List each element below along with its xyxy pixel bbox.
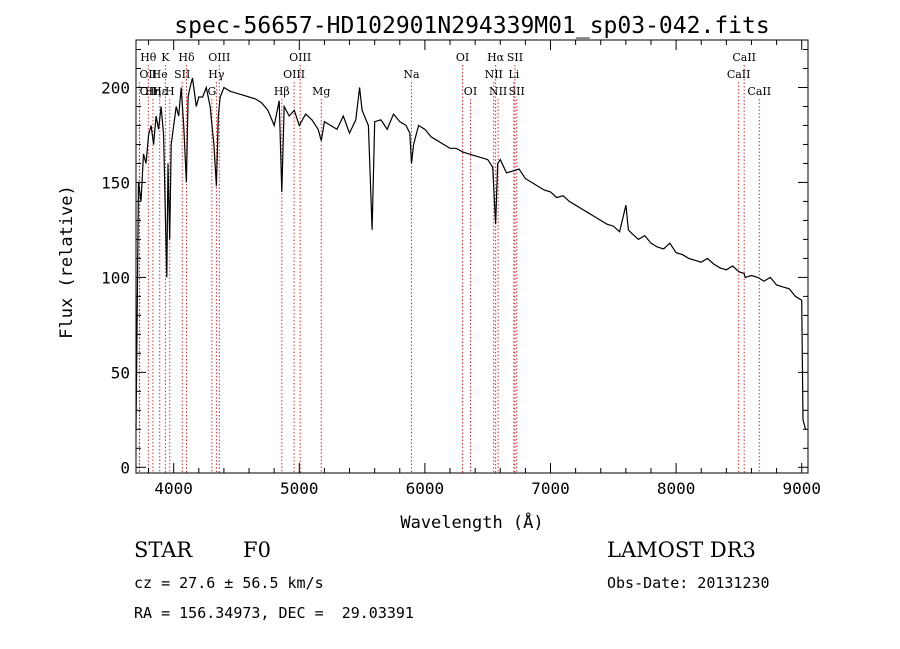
- spectral-line-label: Hβ: [274, 85, 290, 98]
- spectral-line-label: Hε: [152, 85, 168, 98]
- spectral-line-label: OI: [464, 85, 477, 98]
- spectral-line-label: Hα: [487, 51, 505, 64]
- spectral-line-label: NII: [489, 85, 507, 98]
- observation-date: Obs-Date: 20131230: [607, 574, 770, 592]
- plot-frame: [135, 39, 809, 474]
- spectral-line-label: Hθ: [140, 51, 157, 64]
- spectral-line-label: H: [165, 85, 175, 98]
- spectral-line-label: Hδ: [178, 51, 195, 64]
- y-tick-label: 200: [101, 78, 130, 97]
- spectral-line-label: SII: [509, 85, 525, 98]
- spectral-line-label: OI: [456, 51, 469, 64]
- spectral-line-label: Mg: [312, 85, 330, 98]
- spectral-line-markers: [138, 65, 760, 473]
- spectral-line-label: SII: [507, 51, 523, 64]
- y-axis-label: Flux (relative): [57, 185, 77, 339]
- spectral-line-label: OIII: [283, 68, 305, 81]
- spectral-line-label: CaII: [727, 68, 751, 81]
- spectral-line-label: SII: [174, 68, 190, 81]
- x-tick-label: 5000: [280, 479, 319, 498]
- spectral-line-label: Hγ: [208, 68, 225, 81]
- chart-title: spec-56657-HD102901N294339M01_sp03-042.f…: [174, 13, 769, 39]
- object-class: STAR: [134, 538, 193, 562]
- survey-name: LAMOST DR3: [607, 538, 756, 562]
- spectral-line-label: OII: [140, 85, 158, 98]
- x-axis: 4000 5000 6000 7000 8000 9000: [148, 40, 821, 498]
- y-axis: 0 50 100 150 200: [101, 48, 808, 477]
- object-subclass: F0: [243, 538, 271, 562]
- spectral-line-label: OIII: [289, 51, 311, 64]
- redshift-velocity: cz = 27.6 ± 56.5 km/s: [134, 574, 324, 592]
- spectral-line-label: NII: [485, 68, 503, 81]
- x-tick-label: 9000: [782, 479, 821, 498]
- x-tick-label: 4000: [154, 479, 193, 498]
- spectral-line-label: Hη: [145, 85, 161, 98]
- x-axis-label: Wavelength (Å): [400, 511, 543, 533]
- spectral-line-label: Na: [403, 68, 420, 81]
- spectral-line-label: K: [161, 51, 170, 64]
- spectral-line-label: He: [152, 68, 168, 81]
- spectral-line-label: Li: [508, 68, 519, 81]
- x-tick-label: 8000: [657, 479, 696, 498]
- coordinates: RA = 156.34973, DEC = 29.03391: [134, 604, 414, 622]
- spectral-line-label: CaII: [747, 85, 771, 98]
- spectral-line-label: G: [207, 85, 216, 98]
- x-tick-label: 7000: [531, 479, 570, 498]
- y-tick-label: 50: [111, 363, 130, 382]
- y-tick-label: 100: [101, 268, 130, 287]
- spectral-line-label: OII: [139, 68, 157, 81]
- spectrum-line: [135, 77, 807, 430]
- x-tick-label: 6000: [406, 479, 445, 498]
- y-tick-label: 0: [120, 458, 130, 477]
- spectral-line-label: CaII: [732, 51, 756, 64]
- spectral-line-label: OIII: [208, 51, 230, 64]
- y-tick-label: 150: [101, 173, 130, 192]
